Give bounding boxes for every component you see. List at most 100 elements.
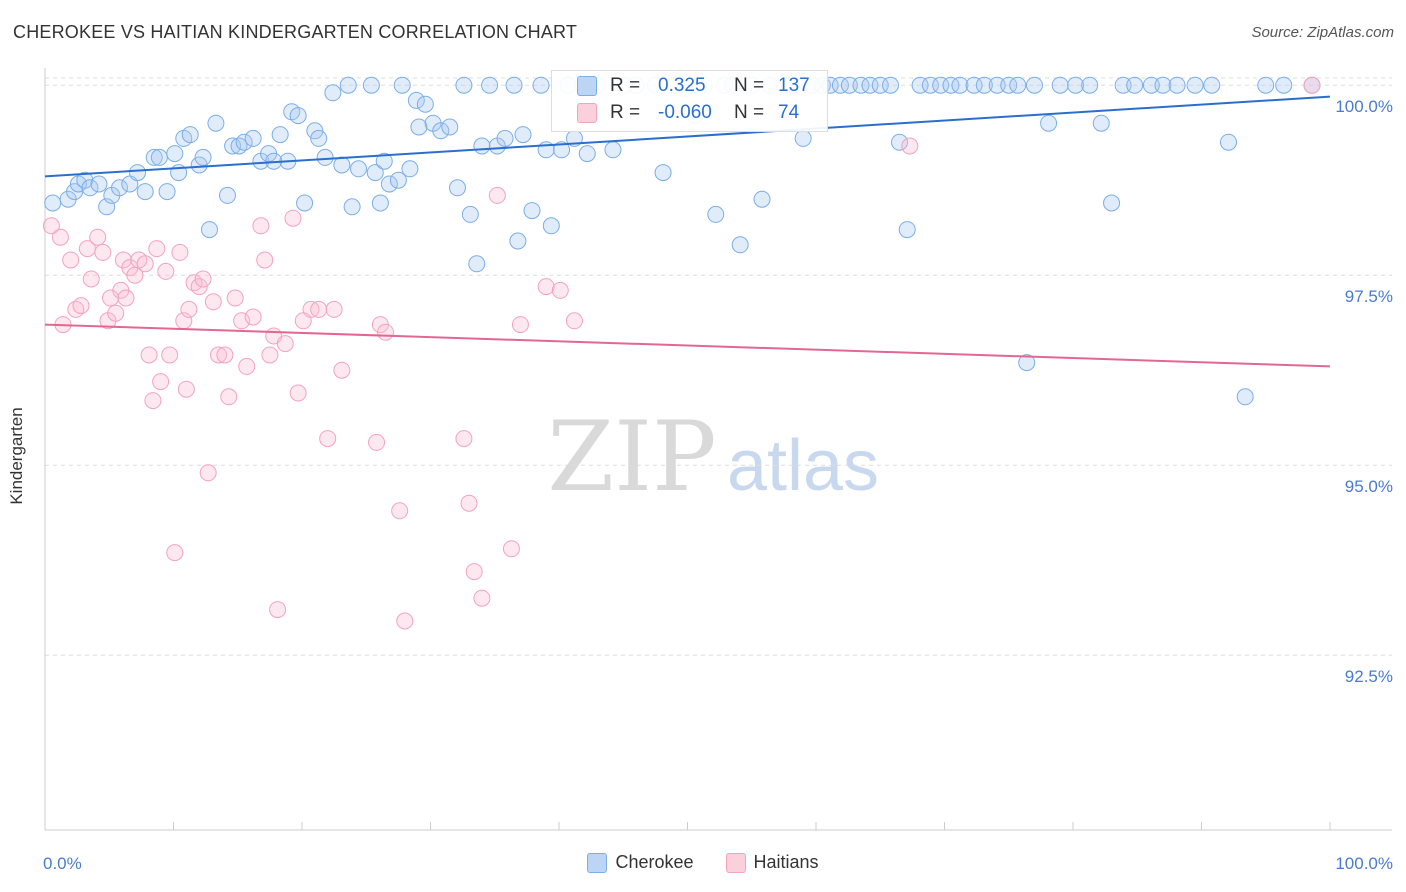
cherokee-point — [416, 95, 434, 113]
haitians-point — [157, 262, 175, 280]
y-tick-label: 97.5% — [1345, 287, 1393, 306]
cherokee-point — [840, 76, 858, 94]
cherokee-point — [988, 76, 1006, 94]
cherokee-point — [911, 76, 929, 94]
haitians-point — [177, 380, 195, 398]
haitians-point — [166, 544, 184, 562]
haitians-point — [216, 346, 234, 364]
haitians-point — [161, 346, 179, 364]
legend-item-haitians[interactable]: Haitians — [725, 852, 819, 873]
cherokee-point — [380, 175, 398, 193]
chart-title: CHEROKEE VS HAITIAN KINDERGARTEN CORRELA… — [13, 22, 578, 42]
cherokee-point — [1092, 114, 1110, 132]
cherokee-point — [473, 137, 491, 155]
legend-label: Cherokee — [615, 852, 694, 872]
cherokee-point — [1025, 76, 1043, 94]
haitians-point — [284, 209, 302, 227]
cherokee-point — [410, 118, 428, 136]
cherokee-point — [882, 76, 900, 94]
cherokee-point — [150, 148, 168, 166]
cherokee-point — [1114, 76, 1132, 94]
haitians-swatch-icon — [725, 852, 746, 873]
n-label: N = — [734, 75, 765, 96]
haitians-point — [391, 502, 409, 520]
cherokee-point — [1009, 76, 1027, 94]
series-haitians — [42, 76, 1321, 630]
haitians-point — [261, 346, 279, 364]
haitians-point — [148, 240, 166, 258]
cherokee-point — [1103, 194, 1121, 212]
cherokee-point — [481, 76, 499, 94]
r-label: R = — [610, 102, 641, 123]
cherokee-point — [136, 183, 154, 201]
cherokee-point — [1000, 76, 1018, 94]
cherokee-swatch-icon — [577, 76, 597, 96]
cherokee-point — [1142, 76, 1160, 94]
watermark-zip: ZIP — [547, 401, 716, 513]
haitians-point — [276, 335, 294, 353]
haitians-point — [152, 373, 170, 391]
haitians-point — [94, 243, 112, 261]
cherokee-point — [235, 133, 253, 151]
source-label: Source: ZipAtlas.com — [1251, 24, 1394, 41]
cherokee-point — [111, 179, 129, 197]
cherokee-point — [166, 145, 184, 163]
haitians-point — [455, 430, 473, 448]
haitians-point — [511, 316, 529, 334]
haitians-point — [333, 361, 351, 379]
cherokee-point — [731, 236, 749, 254]
cherokee-point — [81, 179, 99, 197]
cherokee-point — [289, 107, 307, 125]
cherokee-point — [306, 122, 324, 140]
cherokee-point — [461, 205, 479, 223]
r-value: 0.325 — [658, 75, 706, 96]
haitians-point — [226, 289, 244, 307]
haitians-point — [1303, 76, 1321, 94]
cherokee-point — [271, 126, 289, 144]
cherokee-point — [1236, 388, 1254, 406]
cherokee-point — [604, 141, 622, 159]
haitians-point — [51, 228, 69, 246]
cherokee-point — [44, 194, 62, 212]
haitians-point — [89, 228, 107, 246]
cherokee-point — [1168, 76, 1186, 94]
cherokee-point — [1040, 114, 1058, 132]
haitians-point — [368, 433, 386, 451]
cherokee-point — [324, 84, 342, 102]
haitians-point — [42, 217, 60, 235]
cherokee-point — [1081, 76, 1099, 94]
cherokee-point — [455, 76, 473, 94]
haitians-point — [72, 297, 90, 315]
haitians-point — [199, 464, 217, 482]
haitians-point — [171, 243, 189, 261]
haitians-point — [209, 346, 227, 364]
cherokee-point — [1275, 76, 1293, 94]
watermark-atlas: atlas — [727, 426, 879, 506]
legend-label: Haitians — [753, 852, 819, 872]
r-value: -0.060 — [658, 102, 712, 123]
haitians-point — [537, 278, 555, 296]
y-tick-label: 95.0% — [1345, 477, 1393, 496]
cherokee-point — [316, 148, 334, 166]
haitians-point — [136, 255, 154, 273]
n-value: 74 — [778, 102, 800, 123]
y-tick-label: 92.5% — [1345, 667, 1393, 686]
haitians-point — [488, 186, 506, 204]
haitians-point — [310, 300, 328, 318]
cherokee-point — [965, 76, 983, 94]
cherokee-point — [366, 164, 384, 182]
trend-lines — [44, 95, 1331, 368]
cherokee-point — [654, 164, 672, 182]
cherokee-point — [389, 171, 407, 189]
cherokee-point — [218, 186, 236, 204]
r-label: R = — [610, 75, 641, 96]
cherokee-point — [310, 129, 328, 147]
zipatlas-watermark: ZIP atlas — [547, 401, 879, 513]
haitians-swatch-icon — [577, 103, 597, 123]
haitians-point — [460, 494, 478, 512]
legend-item-cherokee[interactable]: Cherokee — [587, 852, 694, 873]
cherokee-point — [505, 76, 523, 94]
cherokee-point — [244, 129, 262, 147]
cherokee-point — [194, 148, 212, 166]
cherokee-point — [333, 156, 351, 174]
